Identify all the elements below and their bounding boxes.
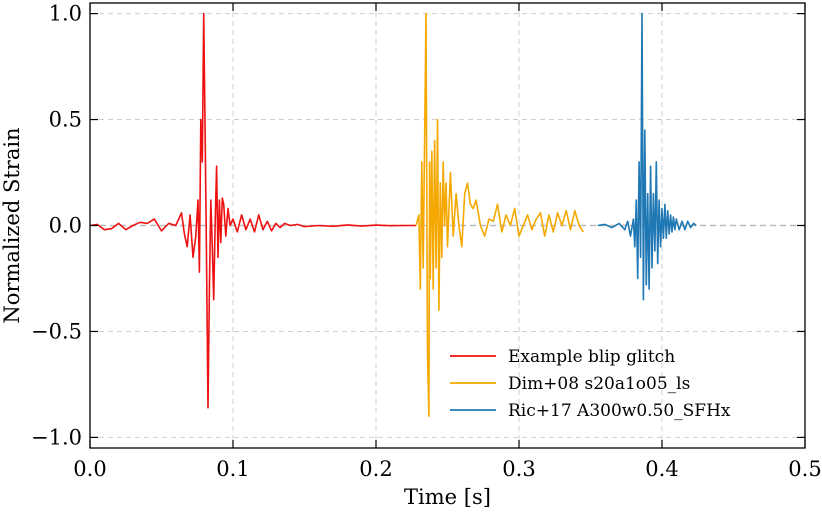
x-axis-label: Time [s]	[404, 485, 491, 509]
legend-label-3: Ric+17 A300w0.50_SFHx	[508, 401, 731, 421]
legend-label-1: Example blip glitch	[508, 347, 675, 367]
series-line-1	[89, 12, 416, 409]
series-line-3	[597, 12, 697, 301]
y-tick-label: −1.0	[31, 425, 82, 449]
x-tick-label: 0.3	[502, 457, 535, 481]
series-layer	[89, 12, 697, 418]
ticks: 0.0 0.1 0.2 0.3 0.4 0.5 −1.0 −0.5 0.0 0.5 1.0	[31, 2, 822, 481]
legend: Example blip glitch Dim+08 s20a1o05_ls Ric…	[450, 347, 731, 421]
x-tick-label: 0.1	[216, 457, 249, 481]
series-line-2	[415, 12, 584, 418]
x-tick-label: 0.0	[73, 457, 106, 481]
y-tick-label: 1.0	[49, 2, 82, 26]
x-tick-label: 0.4	[645, 457, 678, 481]
y-tick-label: −0.5	[31, 319, 82, 343]
x-tick-label: 0.2	[359, 457, 392, 481]
y-axis-label: Normalized Strain	[0, 127, 24, 323]
x-tick-label: 0.5	[788, 457, 821, 481]
legend-label-2: Dim+08 s20a1o05_ls	[508, 374, 690, 394]
y-tick-label: 0.0	[49, 214, 82, 238]
y-tick-label: 0.5	[49, 108, 82, 132]
grid	[90, 3, 805, 448]
